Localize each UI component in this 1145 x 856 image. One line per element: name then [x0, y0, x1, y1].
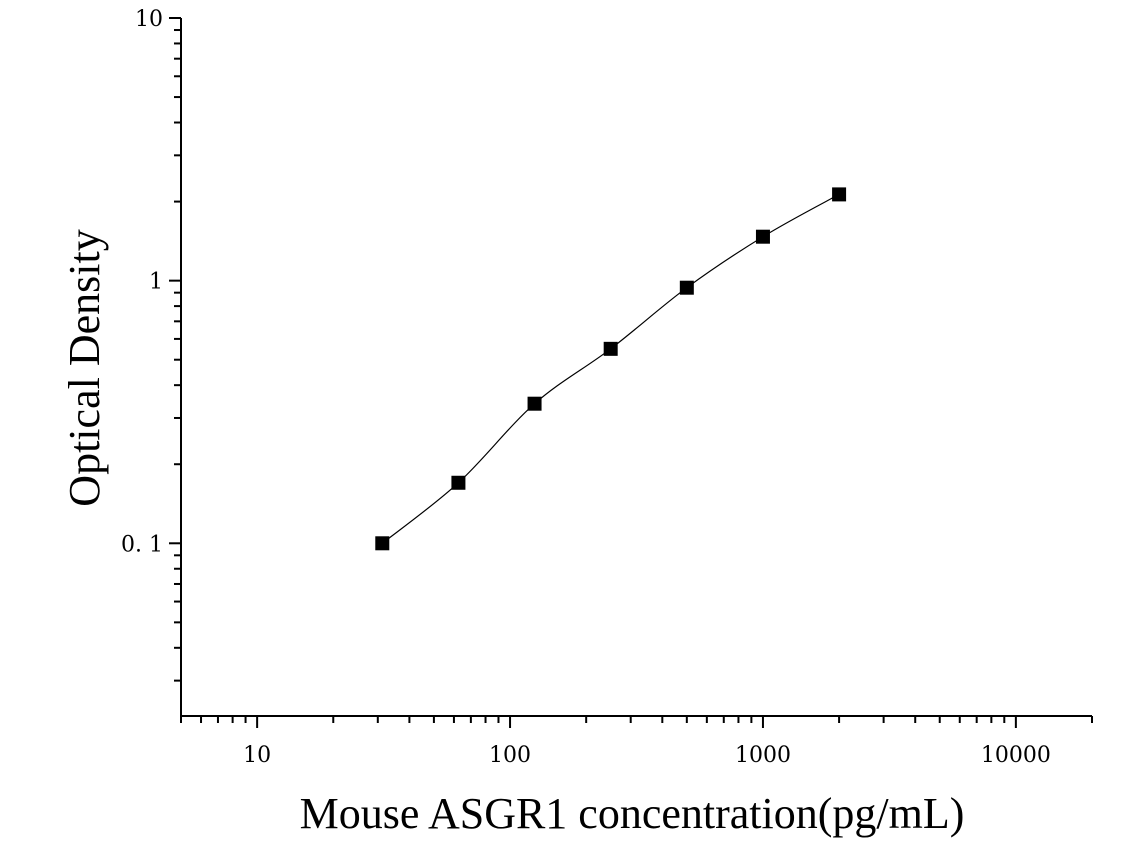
x-tick-label: 10000 [981, 743, 1051, 768]
fit-curve [381, 193, 840, 544]
y-tick-label: 0. 1 [121, 532, 163, 557]
x-tick-label: 1000 [735, 743, 791, 768]
axes: 10 100 1000 10000 0. 1 1 10 [121, 7, 1093, 768]
data-point [755, 229, 770, 244]
y-axis-ticks: 0. 1 1 10 [121, 7, 181, 682]
y-tick-label: 1 [149, 270, 163, 295]
data-point [832, 187, 847, 202]
data-point [451, 475, 466, 490]
data-point [527, 396, 542, 411]
x-axis-ticks: 10 100 1000 10000 [180, 716, 1093, 768]
x-tick-label: 100 [489, 743, 531, 768]
data-point [679, 280, 694, 295]
data-point [375, 536, 390, 551]
x-axis-title: Mouse ASGR1 concentration(pg/mL) [300, 789, 965, 838]
data-points [375, 187, 847, 551]
x-tick-label: 10 [243, 743, 271, 768]
y-tick-label: 10 [135, 7, 163, 32]
data-point [603, 341, 618, 356]
y-axis-title: Optical Density [60, 229, 109, 506]
